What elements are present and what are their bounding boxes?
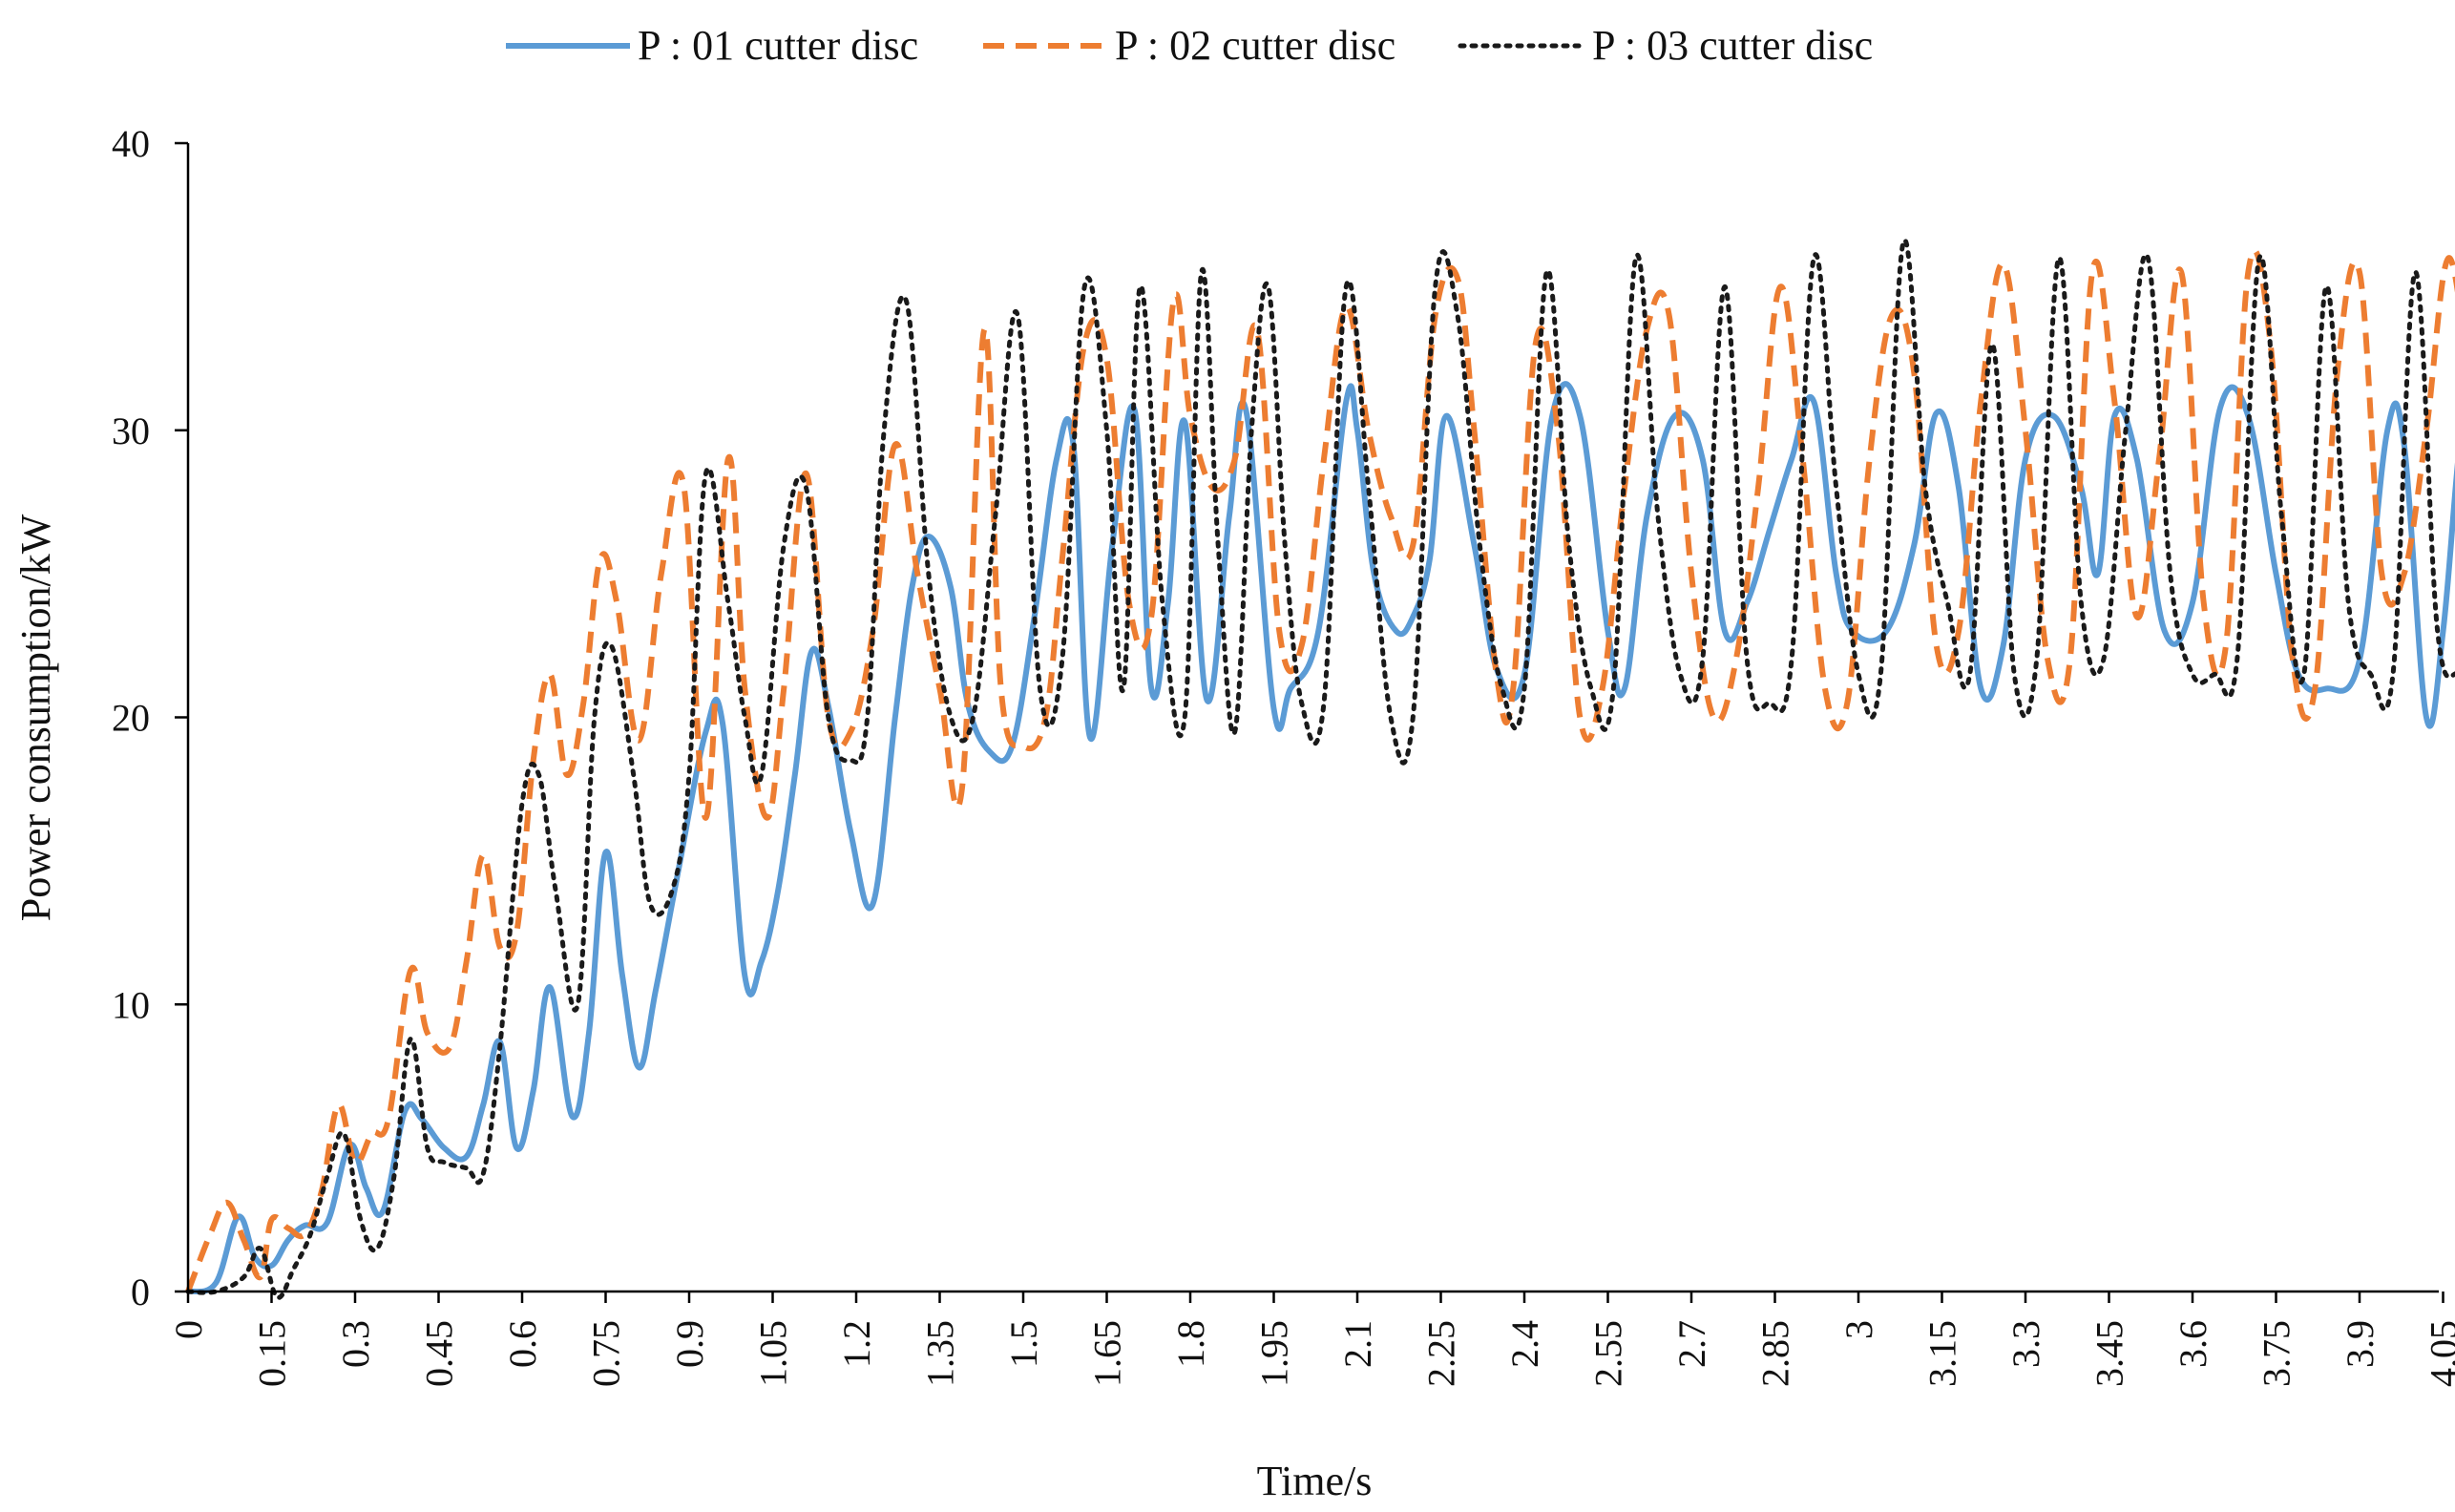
x-tick-label: 2.55 bbox=[1587, 1320, 1630, 1387]
x-tick-label: 3.45 bbox=[2088, 1320, 2131, 1387]
x-tick-label: 3.6 bbox=[2172, 1320, 2214, 1368]
legend-label-series-2: P : 02 cutter disc bbox=[1115, 22, 1395, 69]
x-tick-label: 1.2 bbox=[835, 1320, 878, 1368]
series-line-3 bbox=[185, 238, 2455, 1300]
legend-label-series-1: P : 01 cutter disc bbox=[638, 22, 918, 69]
x-tick-label: 0.45 bbox=[418, 1320, 461, 1387]
legend: P : 01 cutter disc P : 02 cutter disc P … bbox=[506, 22, 1873, 69]
x-tick-label: 1.8 bbox=[1169, 1320, 1212, 1368]
x-tick-label: 4.05 bbox=[2423, 1320, 2455, 1387]
x-tick-label: 2.1 bbox=[1336, 1320, 1379, 1368]
x-tick-label: 2.4 bbox=[1503, 1320, 1546, 1368]
x-tick-label: 3.75 bbox=[2256, 1320, 2298, 1387]
x-tick-label: 3.3 bbox=[2004, 1320, 2047, 1368]
x-tick-label: 3 bbox=[1837, 1320, 1880, 1339]
x-tick-label: 0.9 bbox=[668, 1320, 711, 1368]
x-tick-label: 2.7 bbox=[1670, 1320, 1713, 1368]
x-tick-label: 3.9 bbox=[2339, 1320, 2382, 1368]
x-tick-label: 2.85 bbox=[1754, 1320, 1797, 1387]
y-tick-label: 30 bbox=[112, 410, 150, 452]
x-tick-label: 1.95 bbox=[1253, 1320, 1296, 1387]
x-tick-label: 0.6 bbox=[501, 1320, 544, 1368]
x-tick-label: 0.15 bbox=[251, 1320, 294, 1387]
y-tick-label: 40 bbox=[112, 122, 150, 165]
series-layer bbox=[185, 238, 2455, 1300]
y-tick-label: 10 bbox=[112, 983, 150, 1026]
x-tick-label: 0.75 bbox=[585, 1320, 628, 1387]
x-tick-label: 1.65 bbox=[1086, 1320, 1129, 1387]
x-tick-label: 1.05 bbox=[752, 1320, 795, 1387]
x-ticks: 0 0.15 0.3 0.45 0.6 0.75 0.9 1.05 1.2 1.35 1.5 1.65… bbox=[167, 1292, 2455, 1387]
x-tick-label: 3.15 bbox=[1921, 1320, 1964, 1387]
series-line-1 bbox=[187, 381, 2455, 1295]
y-tick-label: 20 bbox=[112, 697, 150, 740]
y-axis-title: Power consumption/kW bbox=[12, 514, 59, 921]
x-tick-label: 2.25 bbox=[1420, 1320, 1463, 1387]
x-tick-label: 1.35 bbox=[919, 1320, 962, 1387]
x-tick-label: 0.3 bbox=[334, 1320, 377, 1368]
x-tick-label: 1.5 bbox=[1002, 1320, 1045, 1368]
legend-label-series-3: P : 03 cutter disc bbox=[1592, 22, 1873, 69]
x-tick-label: 0 bbox=[167, 1320, 210, 1339]
x-axis-title: Time/s bbox=[1257, 1458, 1373, 1504]
y-ticks: 0 10 20 30 40 bbox=[112, 122, 188, 1313]
y-tick-label: 0 bbox=[131, 1270, 150, 1313]
